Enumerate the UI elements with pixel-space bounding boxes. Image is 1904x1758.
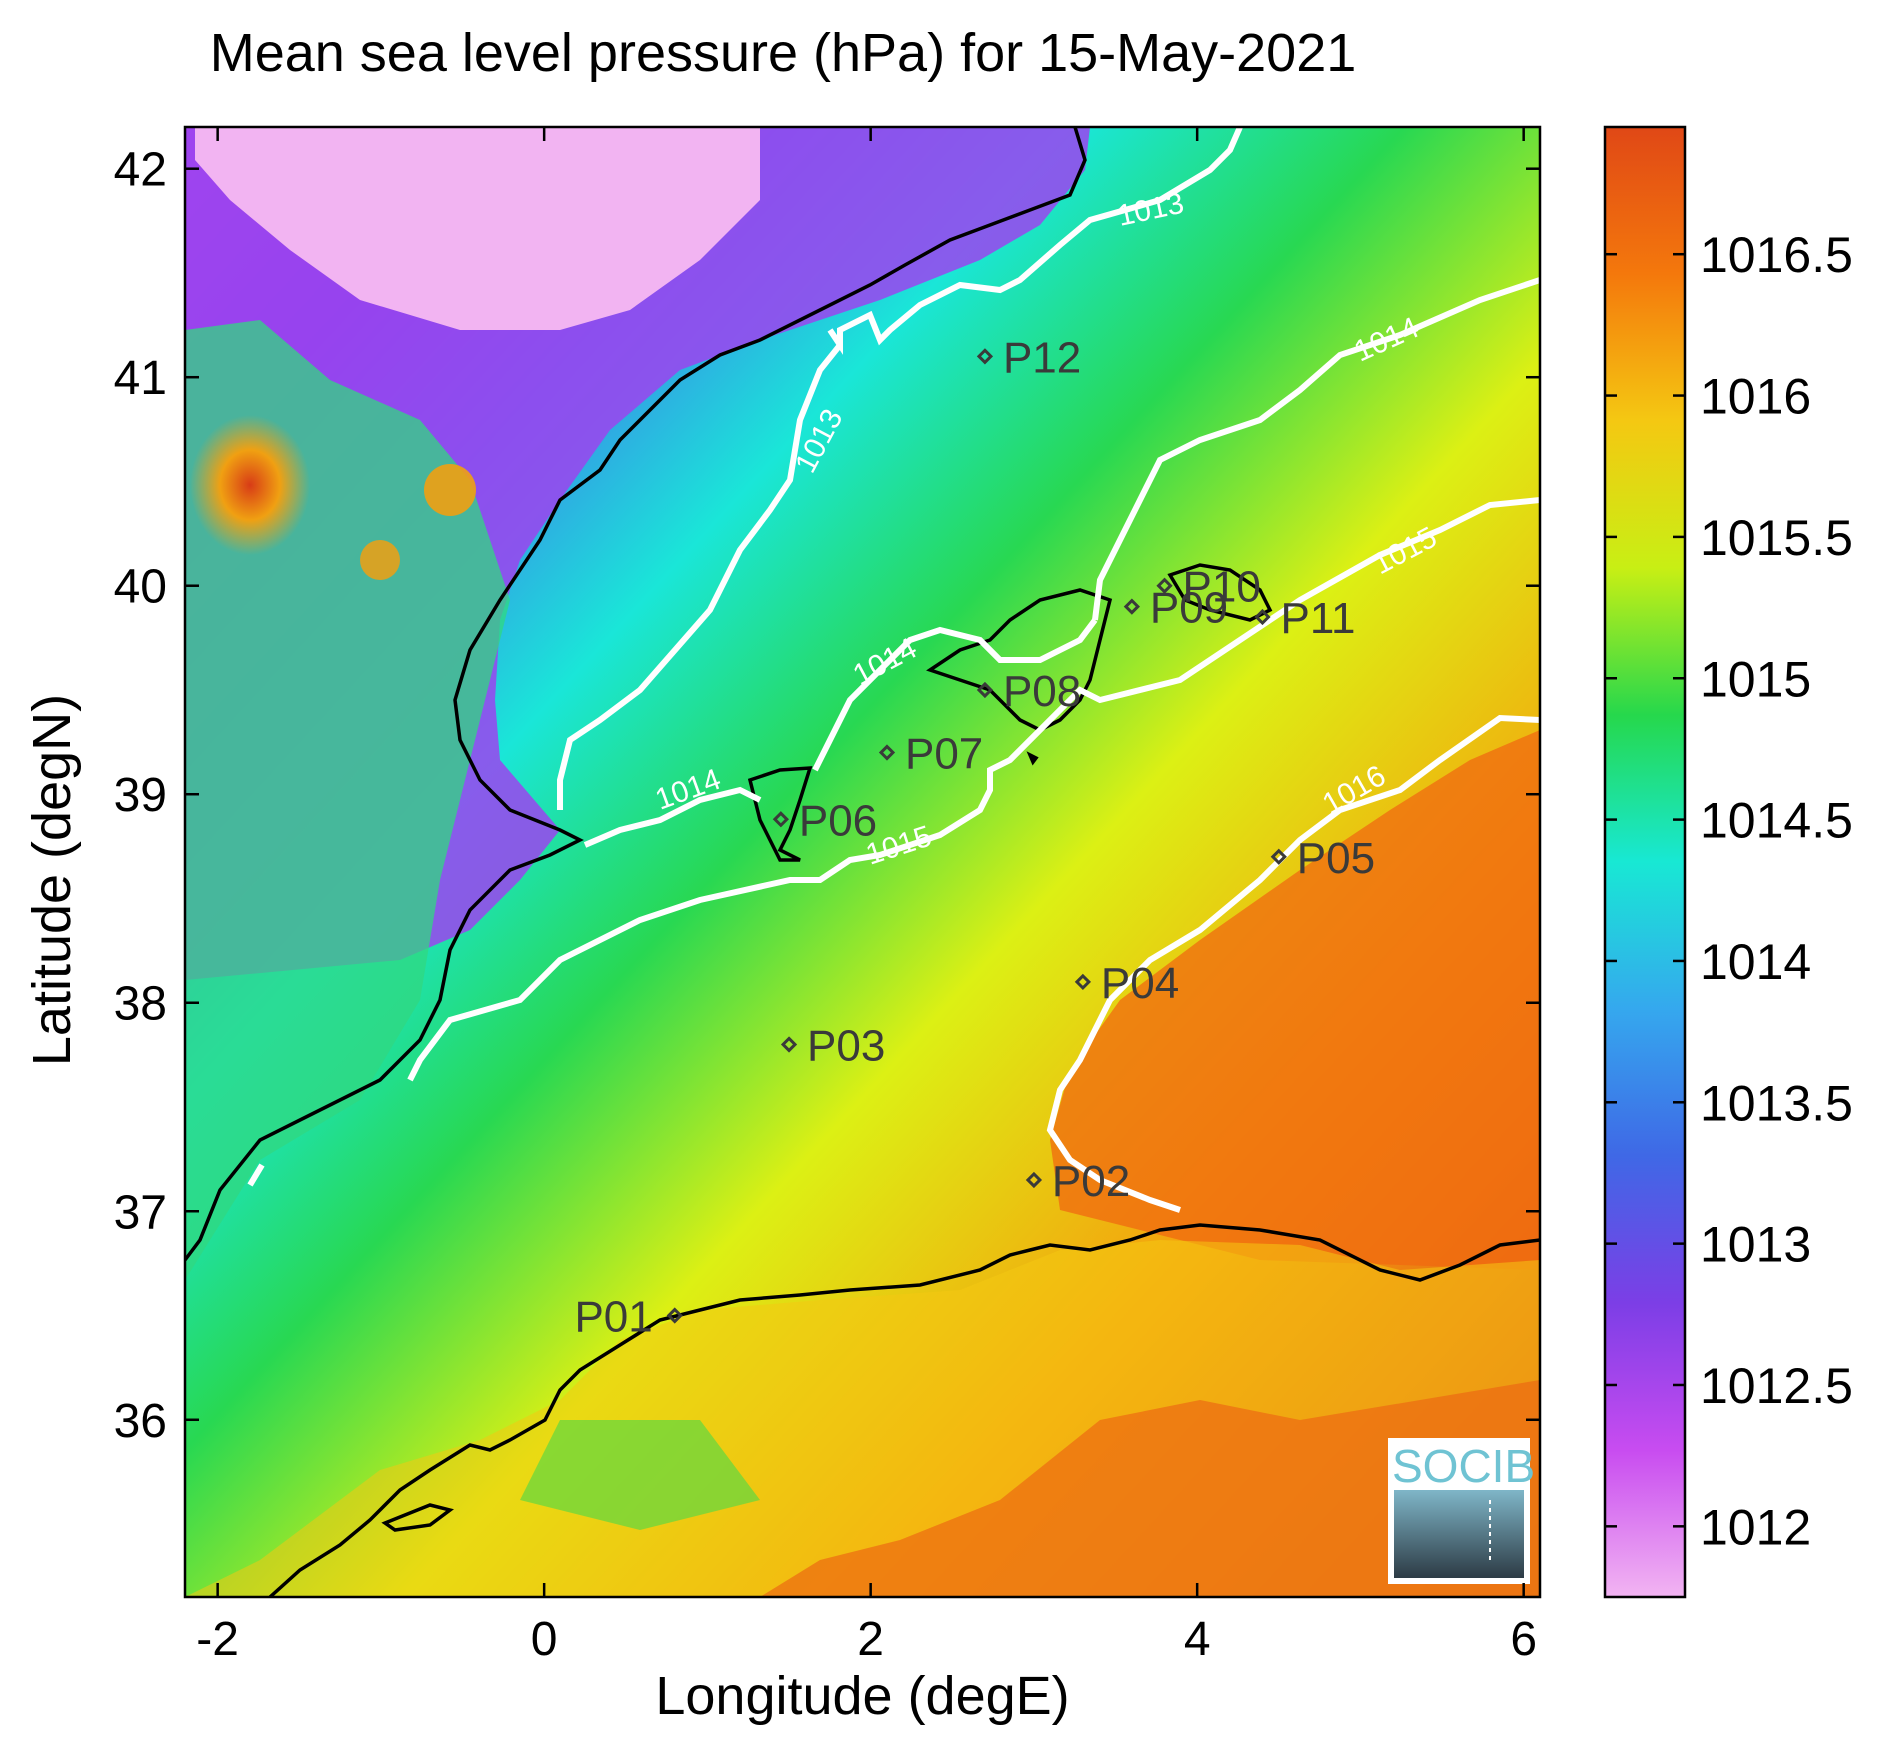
colorbar-tick-label: 1016.5 <box>1700 227 1853 283</box>
contour-1014-north <box>1092 277 1540 621</box>
map-frame <box>183 125 1542 1599</box>
station-marker <box>1254 608 1271 626</box>
y-tick-label: 39 <box>114 769 167 822</box>
station-marker <box>1074 973 1092 991</box>
x-tick-label: 4 <box>1184 1613 1211 1666</box>
contour-1013-north <box>827 127 1243 355</box>
colorbar-tick-label: 1015 <box>1700 651 1811 707</box>
station-marker <box>878 744 896 761</box>
x-tick-label: 2 <box>857 1613 884 1666</box>
contour-1013-west <box>557 343 843 810</box>
station-label: P12 <box>1003 333 1081 382</box>
cabrera-coastline <box>1026 751 1039 766</box>
colorbar-tick-label: 1014.5 <box>1700 793 1853 849</box>
coastlines <box>185 127 1540 1597</box>
station-label: P01 <box>574 1293 652 1342</box>
contour-1014-west <box>812 618 1098 772</box>
colorbar <box>1605 127 1685 1597</box>
station-label: P07 <box>905 730 983 779</box>
pressure-field <box>185 127 1540 1597</box>
colorbar-frame <box>1603 125 1687 1599</box>
y-tick-label: 36 <box>114 1395 167 1448</box>
colorbar-tick-label: 1012 <box>1700 1499 1811 1555</box>
station-label: P06 <box>799 796 877 845</box>
station-marker <box>976 348 994 365</box>
contour-1016-sw <box>247 1163 265 1187</box>
iberia-land-field <box>185 320 510 1280</box>
colorbar-tick-label: 1016 <box>1700 369 1811 425</box>
station-marker <box>1156 577 1173 594</box>
colorbar-tick-label: 1014 <box>1700 934 1811 990</box>
contour-1014-south <box>583 786 762 848</box>
station-label: P10 <box>1183 563 1261 612</box>
iberia-coastline <box>185 127 1087 1262</box>
y-axis: 36 37 38 39 40 41 42 <box>114 144 1540 1448</box>
socib-logo: SOCIB <box>1388 1438 1535 1584</box>
x-tick-label: -2 <box>196 1613 239 1666</box>
y-tick-label: 41 <box>114 352 167 405</box>
colorbar-tick-label: 1013 <box>1700 1217 1811 1273</box>
colorbar-tick-label: 1013.5 <box>1700 1075 1853 1131</box>
x-axis-label: Longitude (degE) <box>655 1666 1070 1726</box>
station-label: P11 <box>1280 594 1355 643</box>
chart-title: Mean sea level pressure (hPa) for 15-May… <box>209 23 1357 83</box>
station-marker <box>1270 848 1287 865</box>
colorbar-tick-label: 1015.5 <box>1700 510 1853 566</box>
x-axis: -2 0 2 4 6 <box>196 127 1537 1666</box>
pink-region <box>195 127 760 330</box>
station-marker <box>780 1036 798 1053</box>
station-label: P03 <box>807 1021 885 1070</box>
mallorca-coastline <box>926 588 1113 732</box>
station-marker <box>666 1307 683 1324</box>
station-marker <box>976 681 994 699</box>
station-marker <box>772 811 789 828</box>
station-label: P08 <box>1003 667 1081 716</box>
colorbar-ticks: 1012 1012.5 1013 1013.5 1014 1014.5 1015 1015.5… <box>1605 227 1853 1555</box>
station-label: P02 <box>1052 1157 1130 1206</box>
contour-1015 <box>407 497 1540 1082</box>
station-label: P04 <box>1101 959 1179 1008</box>
y-tick-label: 38 <box>114 978 167 1031</box>
x-tick-label: 0 <box>531 1613 558 1666</box>
contours <box>247 127 1540 1213</box>
alboran-coastline <box>381 1503 454 1532</box>
colorbar-tick-label: 1012.5 <box>1700 1358 1853 1414</box>
y-tick-label: 40 <box>114 561 167 614</box>
logo-text: SOCIB <box>1392 1440 1535 1492</box>
high-pressure-region <box>1050 730 1540 1270</box>
y-tick-label: 37 <box>114 1186 167 1239</box>
menorca-coastline <box>1167 563 1273 622</box>
station-marker <box>1025 1171 1043 1189</box>
contour-1016 <box>1046 714 1540 1213</box>
station-marker <box>1123 598 1140 615</box>
africa-coastline <box>268 1223 1540 1597</box>
ibiza-coastline <box>747 766 813 862</box>
station-label: P05 <box>1297 834 1375 883</box>
x-tick-label: 6 <box>1510 1613 1537 1666</box>
y-tick-label: 42 <box>114 144 167 197</box>
